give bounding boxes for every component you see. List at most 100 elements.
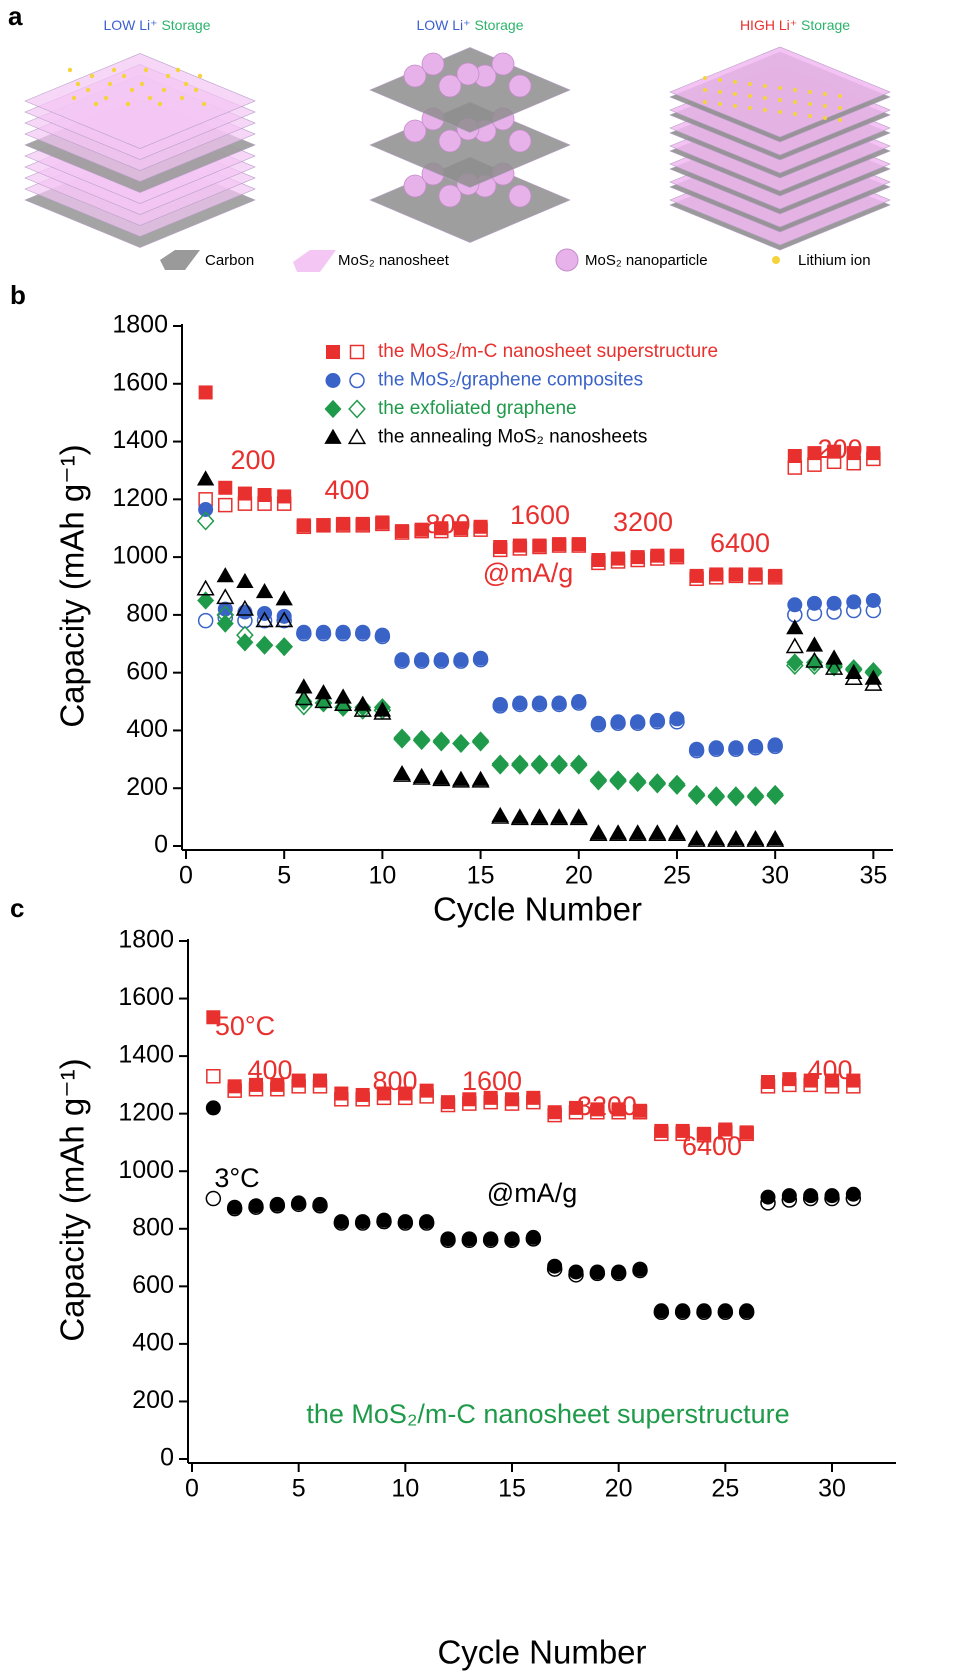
sheet <box>24 53 256 149</box>
marker <box>846 1073 861 1088</box>
marker <box>669 711 685 727</box>
marker <box>766 829 784 846</box>
marker <box>432 731 450 750</box>
marker <box>825 649 843 665</box>
marker <box>440 1231 456 1247</box>
marker <box>355 624 371 640</box>
marker <box>846 446 861 461</box>
annotation: 400 <box>247 1055 292 1085</box>
li-ion <box>808 114 812 118</box>
li-ion <box>85 87 91 93</box>
marker <box>649 712 665 728</box>
marker <box>295 678 313 694</box>
li-ion <box>193 87 199 93</box>
y-axis-label: Capacity (mAh g⁻¹) <box>54 444 91 727</box>
annotation: 1600 <box>462 1066 522 1096</box>
marker <box>569 1100 583 1115</box>
marker <box>807 446 822 461</box>
annotation: 6400 <box>682 1131 742 1161</box>
annotation: 400 <box>324 475 369 505</box>
y-tick-label: 1800 <box>112 311 168 339</box>
li-ion <box>763 96 767 100</box>
annotation: @mA/g <box>487 1178 577 1208</box>
nanoparticle <box>456 62 480 86</box>
marker <box>786 619 804 635</box>
marker <box>611 551 626 566</box>
legend-marker <box>348 399 366 419</box>
marker <box>419 1214 435 1230</box>
marker <box>315 624 331 640</box>
marker <box>413 729 431 749</box>
marker <box>739 1125 754 1140</box>
marker <box>568 1264 584 1280</box>
marker <box>453 521 468 536</box>
marker <box>227 1079 242 1094</box>
marker <box>697 1126 711 1141</box>
y-tick-label: 400 <box>132 1328 174 1356</box>
marker <box>787 449 802 463</box>
marker <box>689 568 704 583</box>
marker <box>786 653 804 672</box>
marker <box>336 516 351 531</box>
marker <box>609 770 627 789</box>
li-ion <box>89 73 95 79</box>
marker <box>648 773 666 792</box>
marker <box>688 784 706 804</box>
marker <box>376 1212 392 1228</box>
marker <box>547 1105 562 1120</box>
illustration-title: LOW Li⁺ Storage <box>103 17 210 33</box>
li-ion <box>793 100 797 104</box>
marker <box>269 1196 285 1212</box>
x-axis-label: Cycle Number <box>437 1634 646 1671</box>
y-tick-label: 0 <box>154 831 168 859</box>
li-ion <box>103 95 109 101</box>
marker <box>689 741 705 757</box>
marker <box>313 1073 327 1088</box>
marker <box>827 444 842 459</box>
x-tick-label: 10 <box>368 862 396 890</box>
li-ion <box>703 100 707 104</box>
marker <box>650 548 665 563</box>
title-level: HIGH Li⁺ <box>740 17 797 33</box>
marker <box>707 786 725 805</box>
x-axis-label: Cycle Number <box>433 891 642 928</box>
x-tick-label: 10 <box>391 1475 419 1503</box>
li-ion <box>763 84 767 88</box>
marker <box>248 1198 264 1214</box>
marker <box>216 567 234 583</box>
y-tick-label: 800 <box>126 599 168 627</box>
sheet <box>369 47 571 133</box>
marker <box>748 738 764 754</box>
x-tick-label: 0 <box>179 862 193 890</box>
y-tick-label: 200 <box>132 1386 174 1414</box>
marker <box>505 1092 519 1107</box>
marker <box>739 1303 755 1319</box>
marker <box>669 548 684 563</box>
marker <box>611 1264 627 1280</box>
marker <box>275 611 294 628</box>
li-ion <box>808 102 812 106</box>
annotation: 3200 <box>577 1091 637 1121</box>
legend-marker <box>349 372 365 389</box>
legend-label: the MoS₂/graphene composites <box>378 370 643 391</box>
legend-label: the MoS₂/m-C nanosheet superstructure <box>378 341 718 362</box>
marker <box>570 754 588 773</box>
li-ion <box>823 92 827 96</box>
li-ion <box>75 81 81 87</box>
marker <box>803 1073 818 1088</box>
marker <box>589 770 607 789</box>
li-ion <box>147 95 153 101</box>
illustration-title: HIGH Li⁺ Storage <box>740 17 850 33</box>
marker <box>237 604 253 620</box>
marker <box>434 521 449 536</box>
legend-label: Carbon <box>205 252 254 269</box>
marker <box>717 1303 733 1319</box>
marker <box>294 689 313 706</box>
marker <box>296 518 311 533</box>
marker <box>375 515 390 530</box>
marker <box>483 1090 498 1105</box>
marker <box>707 829 725 846</box>
y-axis-label: Capacity (mAh g⁻¹) <box>54 1058 91 1341</box>
marker <box>414 522 429 537</box>
